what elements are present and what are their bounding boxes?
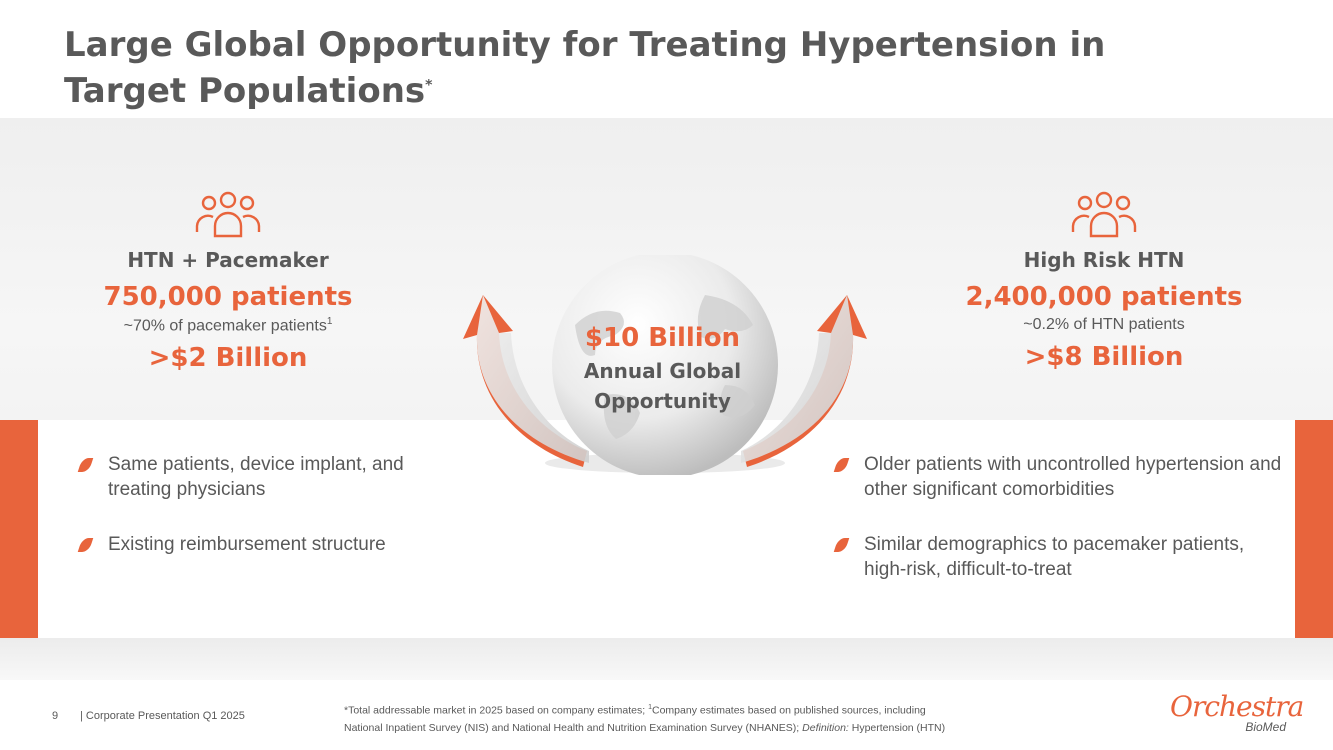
left-bullet-list: Same patients, device implant, and treat…: [77, 452, 460, 587]
total-opportunity: $10 Billion Annual Global Opportunity: [555, 320, 770, 416]
high-risk-htn-block: High Risk HTN 2,400,000 patients ~0.2% o…: [944, 186, 1264, 372]
list-item: Same patients, device implant, and treat…: [77, 452, 460, 502]
left-arrow-face: [476, 295, 589, 463]
list-item: Existing reimbursement structure: [77, 532, 460, 557]
patient-share: ~70% of pacemaker patients1: [123, 316, 333, 335]
people-group-icon: [1071, 191, 1137, 238]
patient-count: 750,000 patients: [103, 282, 353, 312]
total-label-line-1: Annual Global: [583, 359, 742, 383]
title-line-1: Large Global Opportunity for Treating Hy…: [64, 25, 1106, 65]
globe-continents: [575, 295, 755, 439]
people-group-icon: [195, 191, 261, 238]
total-label-line-2: Opportunity: [594, 389, 731, 413]
globe-arrows-graphic: [463, 255, 867, 475]
right-accent-panel: [1295, 420, 1333, 638]
page-number: 9: [52, 710, 59, 722]
orchestra-biomed-logo: Orchestra BioMed: [1166, 690, 1304, 736]
left-accent-panel: [0, 420, 38, 638]
segment-label: HTN + Pacemaker: [127, 248, 329, 272]
right-bullet-list: Older patients with uncontrolled hyperte…: [833, 452, 1286, 612]
logo-subtitle: BioMed: [1245, 720, 1286, 734]
market-size: >$8 Billion: [1024, 342, 1184, 372]
htn-pacemaker-block: HTN + Pacemaker 750,000 patients ~70% of…: [68, 186, 388, 373]
title-line-2: Target Populations: [64, 71, 426, 111]
market-size: >$2 Billion: [148, 343, 308, 374]
segment-label: High Risk HTN: [1023, 248, 1185, 272]
bottom-band: [0, 638, 1333, 680]
total-amount: $10 Billion: [584, 323, 741, 353]
leaf-bullet-icon: [833, 538, 850, 552]
list-item: Older patients with uncontrolled hyperte…: [833, 452, 1286, 502]
logo-wordmark: Orchestra: [1170, 690, 1304, 723]
right-arrow-face: [741, 295, 854, 463]
patient-share: ~0.2% of HTN patients: [1023, 316, 1185, 333]
footnote: *Total addressable market in 2025 based …: [344, 704, 946, 734]
leaf-bullet-icon: [833, 458, 850, 472]
leaf-bullet-icon: [77, 458, 94, 472]
list-item: Similar demographics to pacemaker patien…: [833, 532, 1286, 582]
page-title: Large Global Opportunity for Treating Hy…: [64, 22, 1164, 114]
leaf-bullet-icon: [77, 538, 94, 552]
patient-count: 2,400,000 patients: [965, 282, 1243, 312]
document-name: | Corporate Presentation Q1 2025: [80, 710, 245, 722]
title-footnote-mark: *: [425, 77, 433, 94]
